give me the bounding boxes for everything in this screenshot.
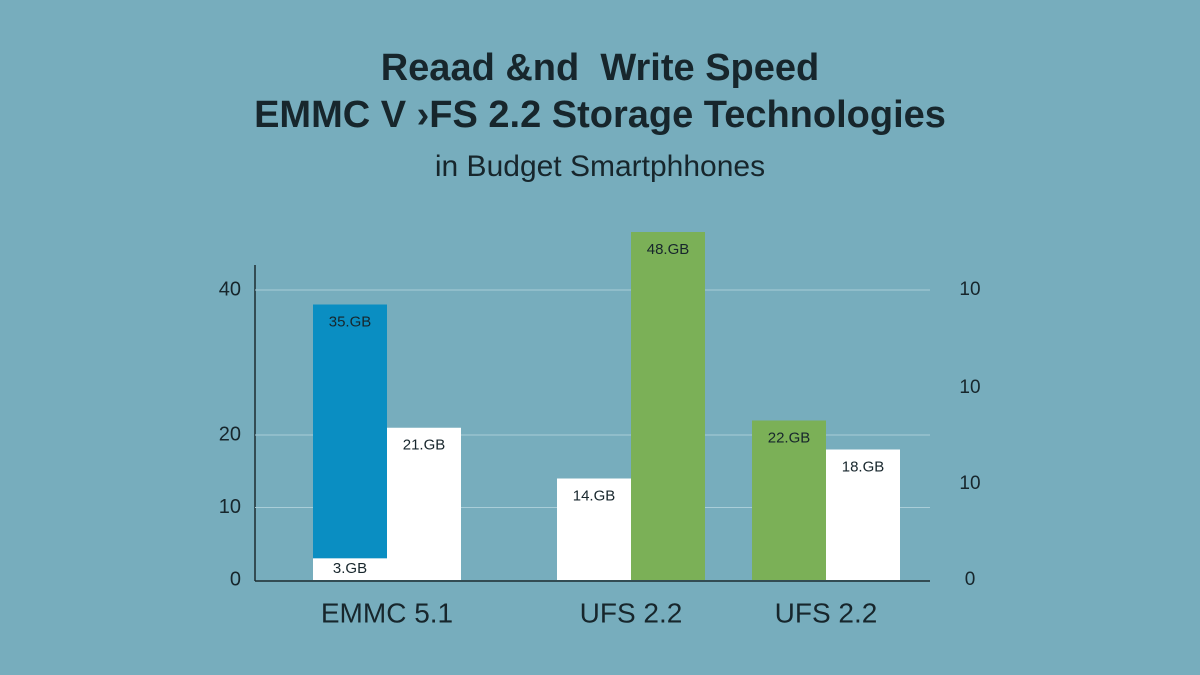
data-label: 3.GB	[333, 560, 367, 577]
bar	[313, 304, 387, 559]
bar	[313, 558, 387, 580]
data-label: 21.GB	[403, 437, 446, 454]
y-tick-label: 0	[230, 568, 241, 590]
x-tick-label: UFS 2.2	[580, 597, 683, 628]
x-tick-label: EMMC 5.1	[321, 597, 453, 628]
data-label: 22.GB	[768, 429, 811, 446]
chart-title-line: EMMC V ›FS 2.2 Storage Technologies	[254, 94, 946, 136]
y-tick-label: 40	[219, 278, 241, 300]
data-label: 18.GB	[842, 458, 885, 475]
bar	[557, 478, 631, 580]
right-axis-label: 10	[959, 473, 980, 494]
right-axis-label: 0	[965, 569, 976, 590]
y-tick-label: 10	[219, 496, 241, 518]
bar	[752, 420, 826, 580]
bar	[826, 449, 900, 580]
right-axis-label: 10	[959, 377, 980, 398]
chart-title: Reaad &nd Write Speed	[381, 47, 820, 89]
right-axis-label: 10	[959, 279, 980, 300]
chart-subtitle: in Budget Smartphhones	[435, 150, 765, 183]
bar	[387, 427, 461, 580]
x-tick-label: UFS 2.2	[775, 597, 878, 628]
y-tick-label: 20	[219, 423, 241, 445]
data-label: 48.GB	[647, 241, 690, 258]
data-label: 35.GB	[329, 313, 372, 330]
bar	[631, 232, 705, 580]
data-label: 14.GB	[573, 487, 616, 504]
